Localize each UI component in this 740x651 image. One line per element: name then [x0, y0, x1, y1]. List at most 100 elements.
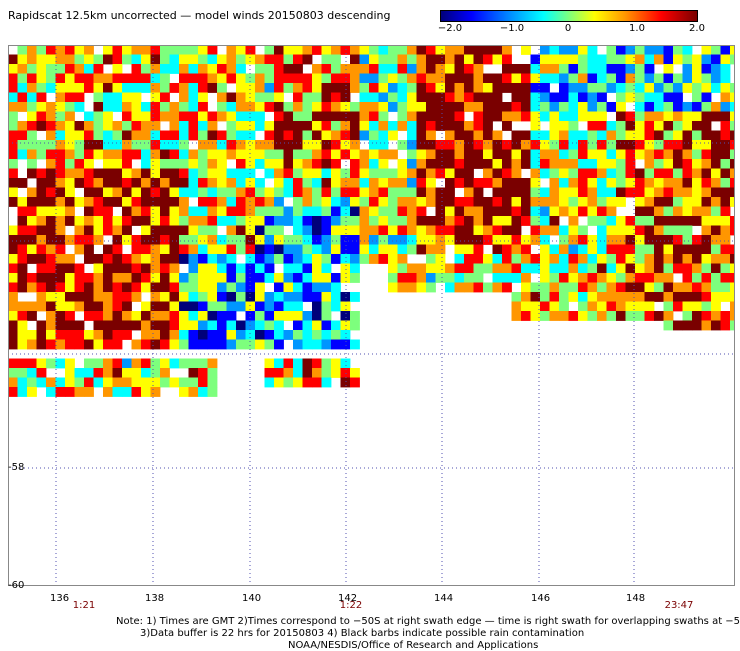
- heatmap-cell: [321, 168, 332, 179]
- heatmap-cell: [568, 54, 579, 65]
- heatmap-cell: [559, 311, 569, 321]
- heatmap-cell: [226, 64, 237, 74]
- heatmap-cell: [321, 235, 332, 245]
- heatmap-cell: [416, 244, 427, 255]
- heatmap-cell: [46, 168, 56, 179]
- heatmap-cell: [274, 358, 284, 369]
- heatmap-cell: [17, 140, 28, 150]
- heatmap-cell: [198, 168, 208, 179]
- heatmap-cell: [606, 45, 617, 55]
- heatmap-cell: [397, 282, 408, 293]
- heatmap-cell: [711, 130, 721, 141]
- heatmap-cell: [587, 254, 598, 264]
- heatmap-cell: [169, 130, 180, 141]
- heatmap-cell: [416, 45, 427, 55]
- heatmap-cell: [654, 83, 664, 93]
- heatmap-cell: [464, 206, 474, 217]
- heatmap-cell: [283, 206, 294, 217]
- heatmap-cell: [559, 235, 569, 245]
- heatmap-cell: [302, 130, 313, 141]
- heatmap-cell: [730, 254, 735, 264]
- heatmap-cell: [17, 130, 28, 141]
- heatmap-cell: [597, 178, 607, 188]
- heatmap-cell: [27, 282, 37, 293]
- heatmap-cell: [217, 54, 227, 65]
- heatmap-cell: [283, 140, 294, 150]
- heatmap-cell: [74, 83, 85, 93]
- heatmap-cell: [236, 159, 246, 169]
- heatmap-cell: [407, 102, 417, 112]
- heatmap-cell: [141, 311, 151, 321]
- heatmap-cell: [93, 121, 104, 131]
- heatmap-cell: [8, 368, 18, 378]
- heatmap-cell: [27, 54, 37, 65]
- heatmap-cell: [217, 263, 227, 274]
- heatmap-cell: [293, 187, 303, 198]
- heatmap-cell: [160, 263, 170, 274]
- heatmap-cell: [103, 45, 113, 55]
- heatmap-cell: [530, 140, 541, 150]
- heatmap-cell: [150, 254, 161, 264]
- heatmap-cell: [65, 282, 75, 293]
- heatmap-cell: [179, 320, 189, 331]
- heatmap-cell: [160, 225, 170, 236]
- heatmap-cell: [635, 54, 645, 65]
- heatmap-cell: [445, 206, 455, 217]
- heatmap-cell: [445, 197, 455, 207]
- heatmap-cell: [122, 197, 132, 207]
- heatmap-cell: [483, 235, 493, 245]
- heatmap-cell: [112, 225, 123, 236]
- heatmap-cell: [502, 197, 512, 207]
- heatmap-cell: [549, 197, 560, 207]
- heatmap-cell: [473, 54, 484, 65]
- heatmap-cell: [131, 254, 142, 264]
- heatmap-cell: [255, 282, 265, 293]
- heatmap-cell: [416, 149, 427, 160]
- heatmap-cell: [454, 54, 465, 65]
- heatmap-cell: [226, 92, 237, 103]
- heatmap-cell: [435, 263, 446, 274]
- heatmap-cell: [502, 159, 512, 169]
- heatmap-cell: [331, 206, 341, 217]
- heatmap-cell: [312, 292, 322, 302]
- heatmap-cell: [122, 73, 132, 84]
- heatmap-cell: [131, 368, 142, 378]
- heatmap-cell: [720, 83, 731, 93]
- heatmap-cell: [274, 64, 284, 74]
- heatmap-cell: [644, 197, 655, 207]
- heatmap-cell: [340, 235, 351, 245]
- heatmap-cell: [188, 121, 199, 131]
- heatmap-cell: [568, 187, 579, 198]
- heatmap-cell: [141, 197, 151, 207]
- heatmap-cell: [84, 54, 94, 65]
- heatmap-cell: [359, 244, 370, 255]
- heatmap-cell: [331, 178, 341, 188]
- heatmap-cell: [169, 235, 180, 245]
- heatmap-cell: [122, 377, 132, 388]
- heatmap-cell: [350, 225, 360, 236]
- heatmap-cell: [198, 301, 208, 312]
- heatmap-cell: [720, 54, 731, 65]
- heatmap-cell: [245, 111, 256, 122]
- heatmap-cell: [312, 273, 322, 283]
- heatmap-cell: [568, 121, 579, 131]
- heatmap-cell: [701, 282, 712, 293]
- heatmap-cell: [274, 121, 284, 131]
- heatmap-cell: [160, 140, 170, 150]
- heatmap-cell: [407, 149, 417, 160]
- heatmap-cell: [17, 273, 28, 283]
- heatmap-cell: [169, 301, 180, 312]
- heatmap-cell: [673, 178, 683, 188]
- heatmap-cell: [283, 377, 294, 388]
- heatmap-cell: [93, 178, 104, 188]
- heatmap-cell: [93, 168, 104, 179]
- heatmap-cell: [321, 292, 332, 302]
- heatmap-cell: [511, 301, 522, 312]
- heatmap-cell: [321, 54, 332, 65]
- heatmap-cell: [198, 216, 208, 226]
- heatmap-cell: [673, 292, 683, 302]
- heatmap-cell: [160, 282, 170, 293]
- heatmap-cell: [74, 282, 85, 293]
- heatmap-cell: [701, 244, 712, 255]
- heatmap-cell: [635, 111, 645, 122]
